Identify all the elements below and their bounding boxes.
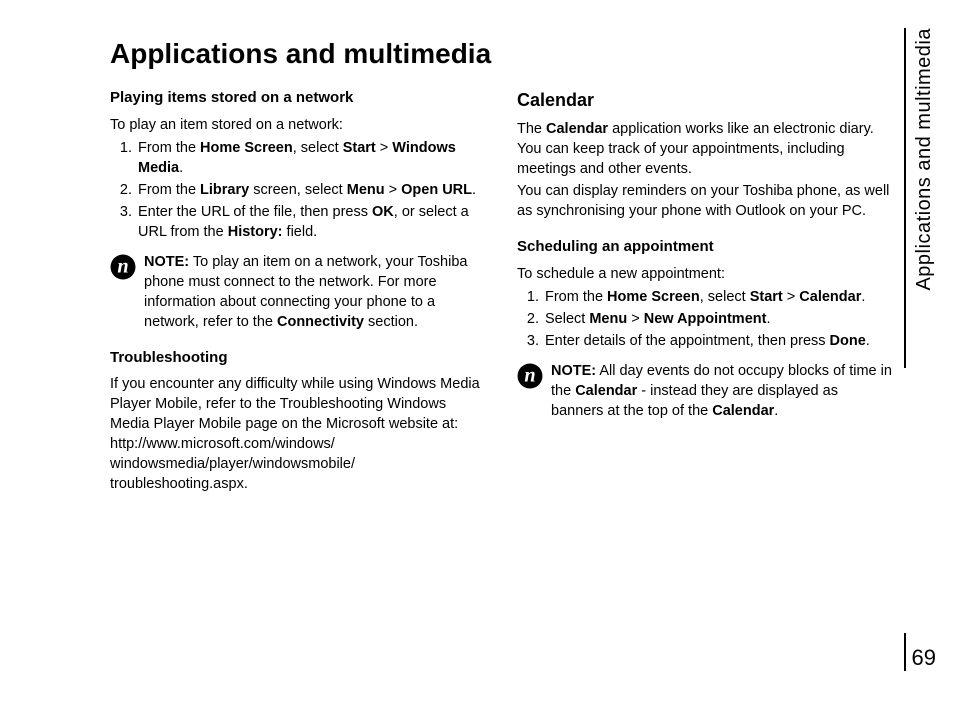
list-item: From the Library screen, select Menu > O… — [136, 180, 487, 200]
section-heading-calendar: Calendar — [517, 88, 894, 113]
list-item: From the Home Screen, select Start > Win… — [136, 138, 487, 178]
section-heading-network: Playing items stored on a network — [110, 88, 487, 109]
side-label: Applications and multimedia — [913, 28, 936, 291]
list-item: Select Menu > New Appointment. — [543, 309, 894, 329]
svg-text:n: n — [117, 255, 128, 277]
page-number: 69 — [912, 645, 936, 671]
intro-text: To play an item stored on a network: — [110, 115, 487, 135]
section-heading-troubleshooting: Troubleshooting — [110, 348, 487, 369]
left-column: Playing items stored on a network To pla… — [110, 88, 487, 496]
body-text: You can display reminders on your Toshib… — [517, 181, 894, 221]
body-text: If you encounter any difficulty while us… — [110, 374, 487, 494]
content-columns: Playing items stored on a network To pla… — [110, 88, 894, 496]
list-item: Enter details of the appointment, then p… — [543, 331, 894, 351]
page-title: Applications and multimedia — [110, 38, 894, 70]
side-rule — [904, 28, 906, 368]
steps-list-network: From the Home Screen, select Start > Win… — [110, 138, 487, 242]
list-item: From the Home Screen, select Start > Cal… — [543, 287, 894, 307]
svg-text:n: n — [524, 364, 535, 386]
intro-text: To schedule a new appointment: — [517, 264, 894, 284]
body-text: The Calendar application works like an e… — [517, 119, 894, 179]
note-icon: n — [517, 363, 543, 389]
note-text: NOTE: To play an item on a network, your… — [144, 252, 487, 332]
steps-list-scheduling: From the Home Screen, select Start > Cal… — [517, 287, 894, 351]
page-rule — [904, 633, 906, 671]
note-icon: n — [110, 254, 136, 280]
list-item: Enter the URL of the file, then press OK… — [136, 202, 487, 242]
note-block: n NOTE: To play an item on a network, yo… — [110, 252, 487, 332]
right-column: Calendar The Calendar application works … — [517, 88, 894, 496]
section-heading-scheduling: Scheduling an appointment — [517, 237, 894, 258]
note-block: n NOTE: All day events do not occupy blo… — [517, 361, 894, 421]
page: Applications and multimedia Playing item… — [0, 0, 954, 701]
note-text: NOTE: All day events do not occupy block… — [551, 361, 894, 421]
